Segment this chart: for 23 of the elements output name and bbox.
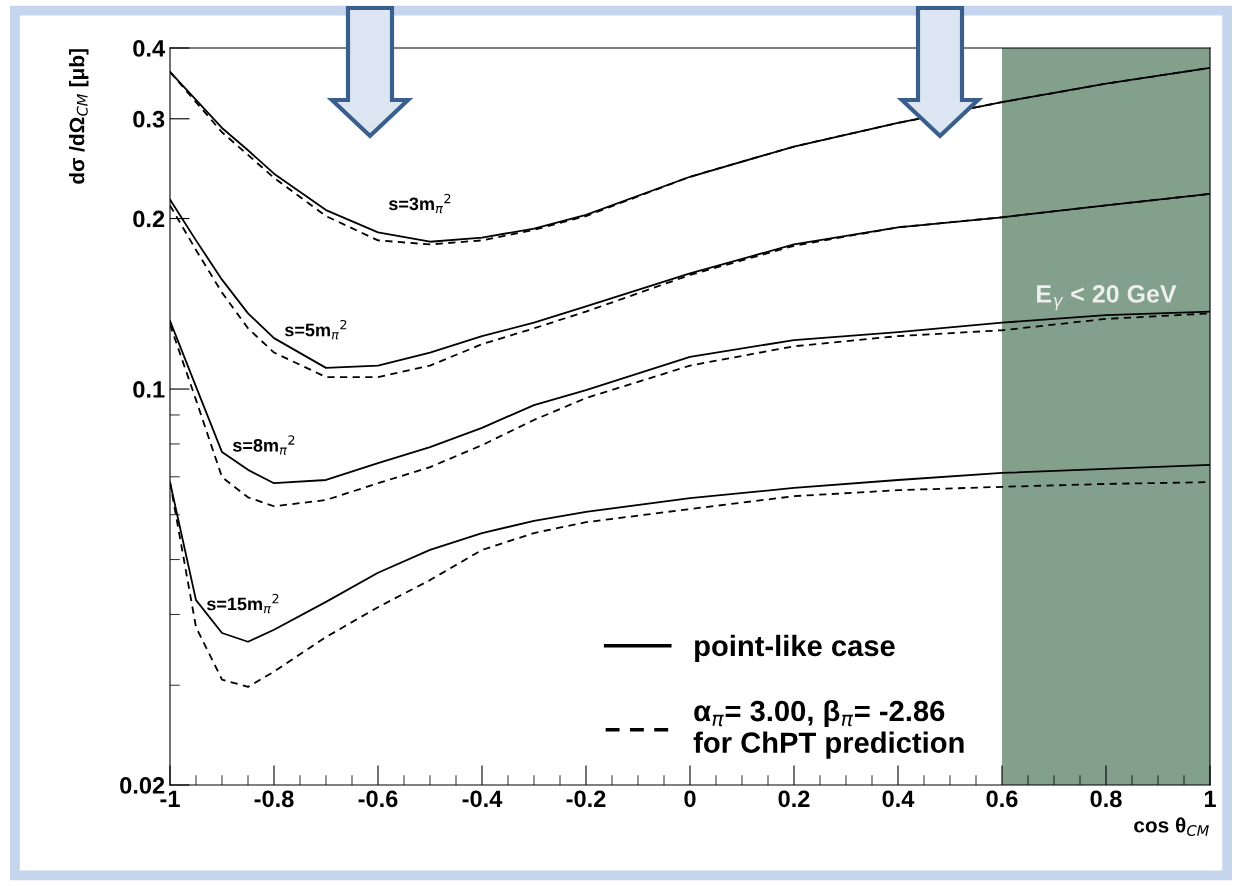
- y-tick-label: 0.1: [133, 381, 165, 398]
- x-tick-label: 0.4: [882, 790, 915, 808]
- y-axis-title: dσ /dΩ$_{CM}$ [μb]: [69, 49, 89, 184]
- annotation: s=3m$_{π}$$^{2}$: [388, 193, 451, 214]
- x-tick-label: 1: [1204, 790, 1216, 807]
- annotation: s=15m$_{π}$$^{2}$: [206, 593, 279, 614]
- annotation: s=5m$_{π}$$^{2}$: [284, 319, 347, 340]
- x-tick-label: 0: [684, 790, 696, 808]
- annotation: s=8m$_{π}$$^{2}$: [232, 435, 295, 455]
- x-tick-label: 0.6: [986, 790, 1018, 808]
- x-axis-title: cos θ$_{CM}$: [1134, 817, 1209, 837]
- x-tick-label: -0.4: [462, 790, 503, 808]
- y-tick-label: 0.2: [133, 210, 165, 228]
- band-label: E$_{γ}$ < 20 GeV: [1037, 285, 1177, 311]
- legend-label: point-like case: [695, 634, 895, 662]
- legend-label: α$_{π}$= 3.00, β$_{π}$= -2.86 for ChPT prediction: [693, 699, 964, 759]
- x-tick-label: 0.2: [778, 790, 810, 808]
- x-tick-label: -0.6: [358, 790, 398, 808]
- y-tick-label: 0.4: [133, 40, 166, 57]
- x-tick-label: 0.8: [1090, 790, 1122, 808]
- x-tick-label: -0.8: [254, 790, 294, 808]
- y-tick-label: 0.3: [133, 110, 165, 128]
- x-tick-label: -0.2: [566, 790, 606, 808]
